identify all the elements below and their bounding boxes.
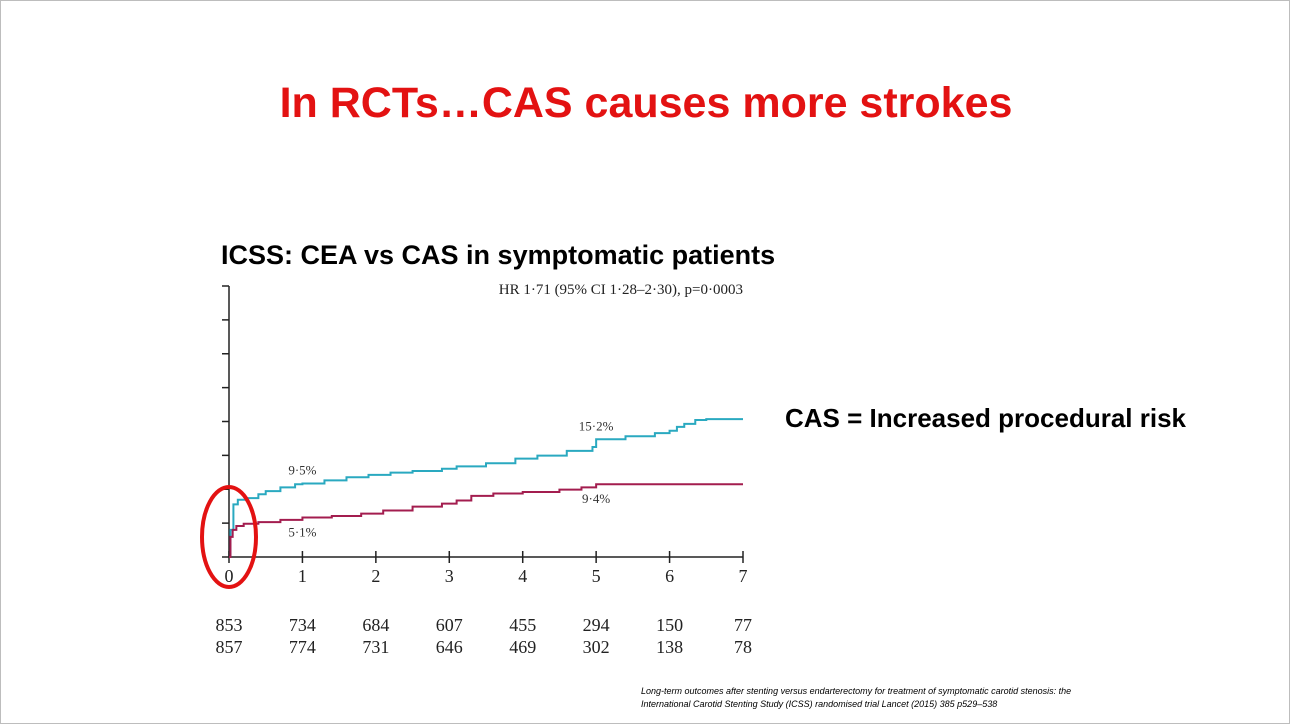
citation-line-1: Long-term outcomes after stenting versus… bbox=[641, 686, 1072, 696]
risk-cell: 684 bbox=[362, 615, 389, 635]
x-tick-label: 3 bbox=[445, 566, 454, 586]
x-tick-label: 0 bbox=[225, 566, 234, 586]
hazard-ratio-annotation: HR 1·71 (95% CI 1·28–2·30), p=0·0003 bbox=[499, 282, 743, 298]
x-tick-label: 1 bbox=[298, 566, 307, 586]
series-line-1 bbox=[229, 418, 743, 558]
risk-cell: 78 bbox=[734, 637, 752, 657]
citation-line-2: International Carotid Stenting Study (IC… bbox=[641, 699, 998, 709]
risk-cell: 469 bbox=[509, 637, 536, 657]
x-tick-label: 7 bbox=[739, 566, 748, 586]
slide-title: In RCTs…CAS causes more strokes bbox=[279, 79, 1013, 127]
risk-cell: 646 bbox=[436, 637, 463, 657]
risk-cell: 138 bbox=[656, 637, 683, 657]
x-tick-label: 4 bbox=[518, 566, 527, 586]
risk-cell: 607 bbox=[436, 615, 463, 635]
risk-cell: 77 bbox=[734, 615, 752, 635]
chart-title: ICSS: CEA vs CAS in symptomatic patients bbox=[221, 240, 776, 270]
risk-cell: 302 bbox=[583, 637, 610, 657]
risk-cell: 774 bbox=[289, 637, 316, 657]
series-label: 9·4% bbox=[582, 491, 610, 506]
x-tick-label: 2 bbox=[371, 566, 380, 586]
risk-cell: 857 bbox=[216, 637, 243, 657]
risk-cell: 294 bbox=[583, 615, 610, 635]
number-at-risk-table: 853 734 684 607 455 294 150 77 857 774 731 646 469 30… bbox=[216, 615, 753, 657]
highlight-circle bbox=[200, 485, 258, 589]
side-note: CAS = Increased procedural risk bbox=[785, 403, 1187, 433]
x-tick-label: 5 bbox=[592, 566, 601, 586]
chart-axes: 0 1 2 3 4 5 6 7 bbox=[222, 285, 748, 586]
series-layer bbox=[229, 418, 743, 558]
series-label: 15·2% bbox=[579, 418, 614, 433]
risk-cell: 734 bbox=[289, 615, 316, 635]
series-line-2 bbox=[229, 483, 743, 558]
risk-cell: 731 bbox=[362, 637, 389, 657]
risk-cell: 853 bbox=[216, 615, 243, 635]
x-tick-label: 6 bbox=[665, 566, 674, 586]
citation: Long-term outcomes after stenting versus… bbox=[641, 685, 1201, 711]
risk-cell: 150 bbox=[656, 615, 683, 635]
risk-cell: 455 bbox=[509, 615, 536, 635]
series-label: 9·5% bbox=[288, 462, 316, 477]
series-label: 5·1% bbox=[288, 525, 316, 540]
labels-layer: 9·5% 15·2% 5·1% 9·4% bbox=[288, 418, 613, 539]
